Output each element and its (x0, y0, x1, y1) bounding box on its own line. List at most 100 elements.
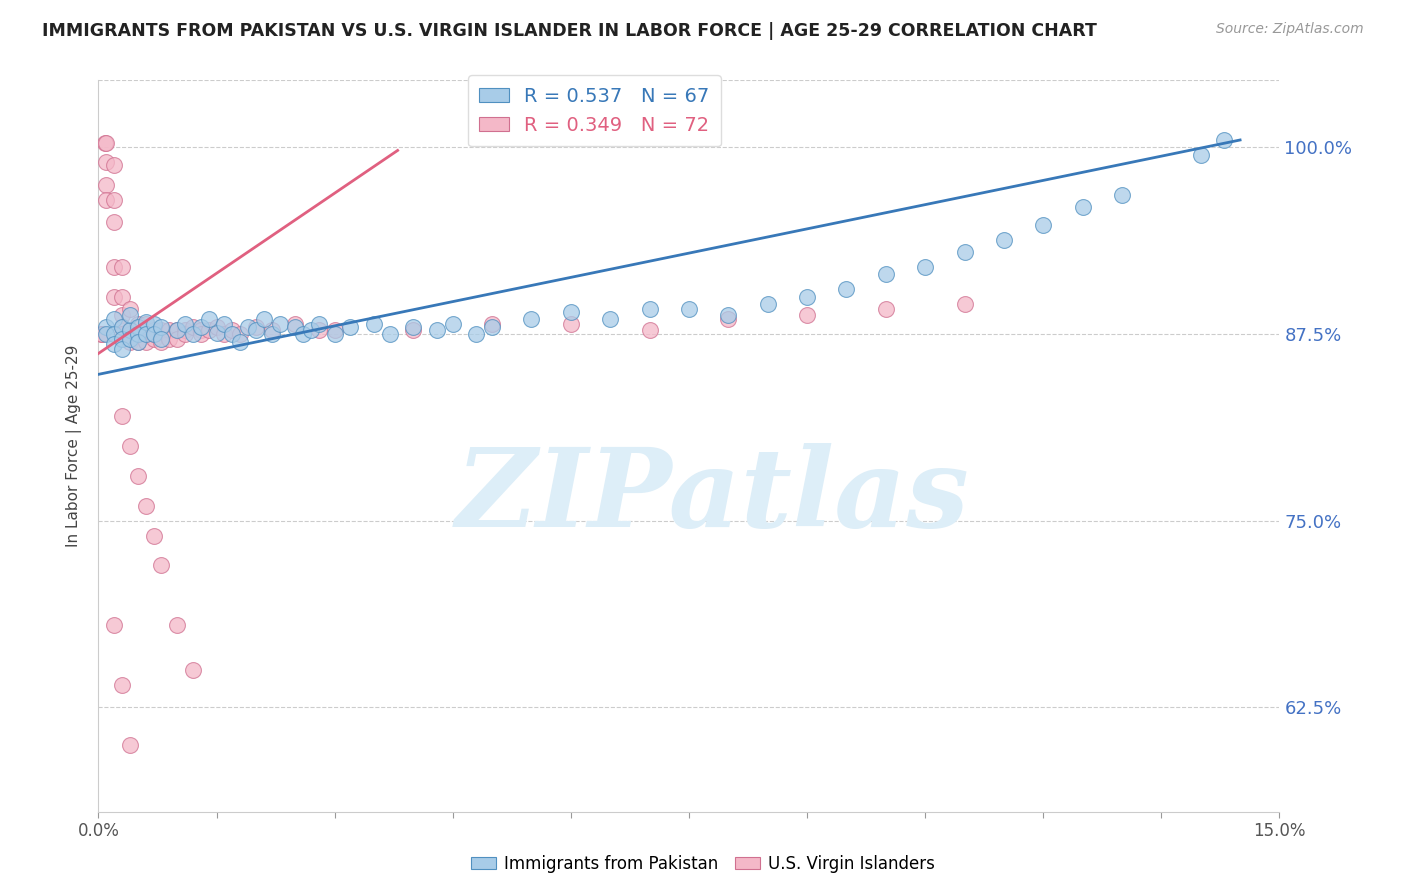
Point (441, 317, 464, 331)
Point (756, 297, 779, 311)
Point (118, 738, 141, 752)
Point (142, 326, 165, 341)
Point (292, 326, 315, 341)
Point (127, 317, 149, 331)
Point (135, 317, 157, 331)
Point (103, 260, 125, 274)
Point (103, 193, 125, 207)
Point (284, 317, 307, 331)
Point (190, 326, 212, 341)
Point (103, 312, 125, 326)
Point (214, 326, 236, 341)
Point (111, 409, 134, 424)
Point (253, 312, 276, 326)
Point (181, 663, 204, 677)
Point (166, 322, 188, 336)
Point (875, 301, 897, 316)
Point (127, 334, 149, 349)
Point (111, 678, 134, 692)
Point (197, 322, 219, 336)
Point (166, 332, 188, 346)
Point (150, 319, 173, 334)
Point (96, 178, 118, 192)
Point (111, 319, 134, 334)
Point (103, 337, 125, 351)
Point (142, 332, 165, 346)
Point (118, 334, 141, 349)
Point (118, 326, 141, 341)
Point (150, 322, 173, 336)
Point (205, 319, 228, 334)
Point (127, 326, 149, 341)
Point (465, 326, 488, 341)
Point (111, 260, 134, 274)
Point (118, 439, 141, 453)
Point (96, 326, 118, 341)
Point (103, 326, 125, 341)
Point (229, 326, 252, 341)
Point (953, 297, 976, 311)
Point (150, 332, 173, 346)
Point (560, 304, 582, 318)
Point (269, 317, 291, 331)
Legend: R = 0.537   N = 67, R = 0.349   N = 72: R = 0.537 N = 67, R = 0.349 N = 72 (468, 75, 721, 146)
Point (103, 215, 125, 229)
Point (93, 136, 115, 150)
Point (678, 301, 700, 316)
Point (174, 326, 197, 341)
Point (993, 233, 1015, 247)
Point (190, 322, 212, 336)
Point (914, 260, 936, 274)
Point (118, 301, 141, 316)
Text: IMMIGRANTS FROM PAKISTAN VS U.S. VIRGIN ISLANDER IN LABOR FORCE | AGE 25-29 CORR: IMMIGRANTS FROM PAKISTAN VS U.S. VIRGIN … (42, 22, 1097, 40)
Point (135, 326, 157, 341)
Point (221, 326, 243, 341)
Point (174, 317, 197, 331)
Point (426, 322, 449, 336)
Point (181, 326, 204, 341)
Point (103, 618, 125, 632)
Text: ZIPatlas: ZIPatlas (456, 443, 970, 551)
Point (638, 301, 661, 316)
Legend: Immigrants from Pakistan, U.S. Virgin Islanders: Immigrants from Pakistan, U.S. Virgin Is… (464, 848, 942, 880)
Point (402, 319, 425, 334)
Point (323, 326, 346, 341)
Point (1111, 188, 1133, 202)
Point (166, 322, 188, 336)
Point (118, 322, 141, 336)
Point (135, 315, 157, 329)
Point (599, 312, 621, 326)
Point (402, 322, 425, 336)
Point (111, 308, 134, 322)
Point (190, 319, 212, 334)
Point (111, 342, 134, 356)
Point (118, 332, 141, 346)
Point (378, 326, 401, 341)
Point (236, 319, 259, 334)
Point (205, 326, 228, 340)
Point (197, 312, 219, 326)
Point (796, 308, 818, 322)
Point (481, 319, 503, 334)
Point (111, 290, 134, 304)
Point (221, 322, 243, 336)
Point (103, 290, 125, 304)
Point (875, 268, 897, 282)
Point (96, 155, 118, 169)
Point (174, 322, 197, 336)
Point (90, 326, 112, 341)
Point (953, 244, 976, 259)
Point (1071, 200, 1094, 214)
Point (135, 326, 157, 341)
Point (127, 334, 149, 349)
Text: Source: ZipAtlas.com: Source: ZipAtlas.com (1216, 22, 1364, 37)
Point (796, 290, 818, 304)
Point (323, 322, 346, 336)
Point (127, 326, 149, 341)
Point (835, 282, 858, 296)
Point (111, 326, 134, 341)
Point (308, 317, 330, 331)
Point (638, 322, 661, 336)
Point (214, 317, 236, 331)
Point (142, 326, 165, 341)
